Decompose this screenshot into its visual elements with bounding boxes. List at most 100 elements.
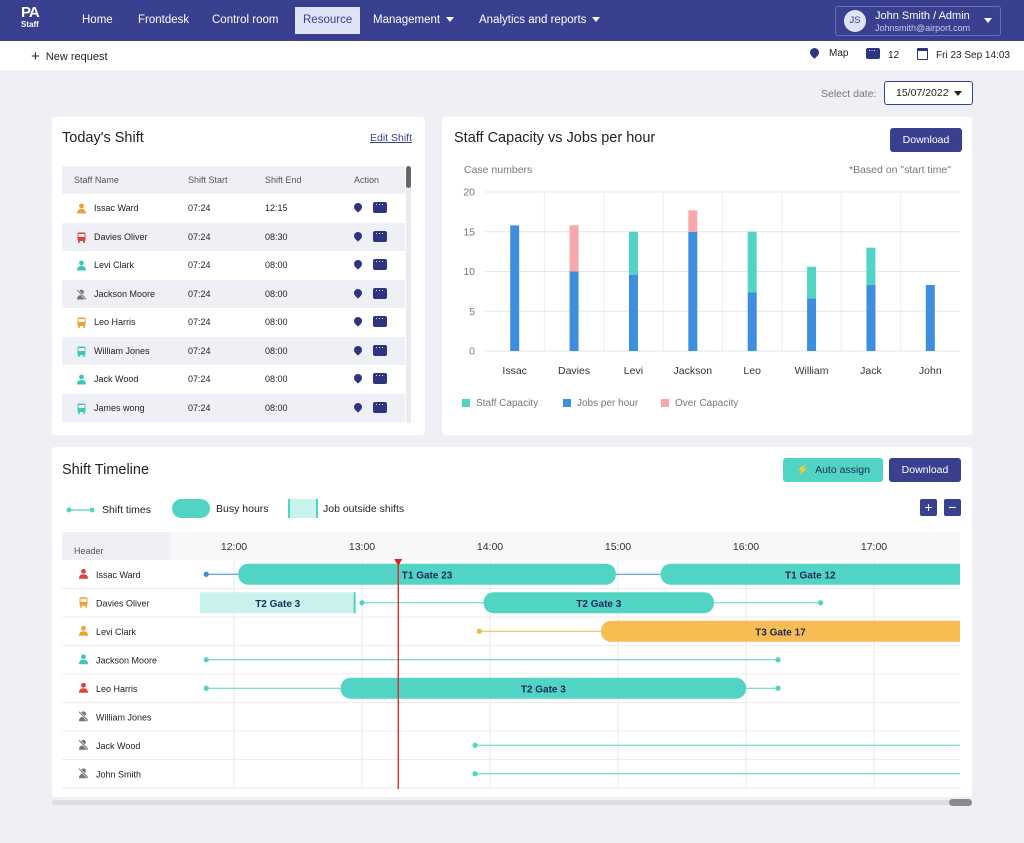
nav-home[interactable]: Home [74, 7, 121, 34]
x-tick-label: Davies [558, 365, 590, 377]
staff-name-cell: Levi Clark [94, 260, 135, 270]
shift-table: Staff Name Shift Start Shift End Action … [62, 166, 405, 422]
timeline-scrollbar[interactable] [52, 800, 972, 805]
capacity-card [442, 117, 972, 435]
messages-button[interactable]: 12 [866, 45, 899, 61]
zoom-out-button[interactable]: − [944, 499, 961, 516]
table-row[interactable]: Jack Wood 07:24 08:00 [62, 365, 405, 394]
timeline-scrollbar-thumb[interactable] [949, 799, 972, 806]
nav-analytics[interactable]: Analytics and reports [471, 7, 608, 34]
job-label: T1 Gate 23 [402, 570, 453, 581]
auto-assign-button[interactable]: ⚡ Auto assign [783, 458, 883, 482]
nav-frontdesk[interactable]: Frontdesk [130, 7, 197, 34]
map-pin-icon[interactable] [352, 315, 364, 327]
chat-icon[interactable] [373, 370, 387, 384]
shift-start-cell: 07:24 [188, 402, 211, 413]
map-pin-icon[interactable] [352, 201, 364, 213]
busy-hours-bar[interactable] [660, 563, 960, 585]
busy-hours-bar[interactable] [340, 677, 746, 699]
bar-jobs-per-hour [569, 271, 579, 351]
logo-mark: PA [21, 4, 40, 21]
bar-jobs-per-hour [747, 292, 757, 351]
bar-staff-capacity [747, 231, 757, 293]
map-pin-icon[interactable] [352, 229, 364, 242]
chat-icon[interactable] [373, 256, 387, 270]
shift-end-cell: 08:00 [265, 402, 288, 413]
chat-icon[interactable] [373, 342, 387, 356]
map-pin-icon[interactable] [352, 258, 364, 270]
zoom-in-button[interactable]: + [920, 499, 937, 516]
table-row[interactable]: William Jones 07:24 08:00 [62, 336, 405, 365]
map-label: Map [829, 48, 849, 59]
outside-shift-legend-label: Job outside shifts [323, 503, 405, 515]
capacity-download-button[interactable]: Download [890, 128, 962, 152]
timeline-download-button[interactable]: Download [889, 458, 961, 482]
chat-icon[interactable] [373, 228, 387, 242]
table-scrollbar-thumb[interactable] [406, 166, 411, 188]
sub-toolbar: + New request Map 12 Fri 23 Sep 14:03 [0, 41, 1024, 70]
hour-label: 15:00 [605, 541, 631, 553]
new-request-button[interactable]: + New request [31, 48, 108, 65]
map-button[interactable]: Map [808, 46, 849, 59]
avatar: JS [844, 10, 866, 32]
current-time-marker [394, 559, 403, 566]
timeline-header-cell [62, 532, 170, 560]
bar-staff-capacity [628, 231, 638, 275]
shift-rows: Issac Ward 07:24 12:15 Davies Oliver 07:24 08… [62, 194, 405, 422]
edit-shift-link[interactable]: Edit Shift [370, 132, 413, 144]
table-row[interactable]: Davies Oliver 07:24 08:30 [62, 222, 405, 251]
staff-name-cell: William Jones [94, 345, 150, 356]
table-row[interactable]: Levi Clark 07:24 08:00 [62, 251, 405, 280]
nav-resource-label: Resource [303, 14, 353, 26]
bar-staff-capacity [807, 266, 817, 299]
date-select-label: Select date: [821, 88, 877, 100]
shift-timeline-chart: Header 12:00 13:00 14:00 15:00 16:00 17:00 Issa… [62, 532, 960, 789]
calendar-icon [917, 48, 928, 60]
timeline-staff-name: William Jones [96, 712, 152, 722]
app-logo[interactable]: PA Staff [21, 4, 40, 30]
job-outside-shift-bar[interactable] [199, 592, 356, 614]
job-label: T3 Gate 17 [755, 627, 806, 638]
nav-management-label: Management [373, 14, 441, 26]
map-pin-icon[interactable] [352, 343, 364, 356]
shift-start-dot [203, 657, 209, 663]
datetime-display: Fri 23 Sep 14:03 [917, 48, 1010, 61]
map-pin-icon[interactable] [352, 372, 364, 384]
chat-icon[interactable] [373, 399, 387, 413]
date-select[interactable]: 15/07/2022 [884, 81, 973, 105]
busy-hours-bar[interactable] [600, 620, 960, 642]
table-scrollbar[interactable] [406, 166, 411, 423]
map-pin-icon[interactable] [352, 400, 364, 413]
staff-name-cell: Davies Oliver [94, 231, 148, 242]
hour-label: 16:00 [733, 541, 759, 553]
bar-jobs-per-hour [688, 231, 698, 351]
chat-icon [866, 45, 880, 59]
table-row[interactable]: Jackson Moore 07:24 08:00 [62, 279, 405, 308]
table-row[interactable]: Issac Ward 07:24 12:15 [62, 194, 405, 223]
table-row[interactable]: Leo Harris 07:24 08:00 [62, 308, 405, 337]
timeline-title: Shift Timeline [62, 462, 150, 478]
y-tick-label: 20 [463, 187, 475, 199]
busy-hours-legend-swatch [172, 499, 210, 518]
bus-icon [76, 232, 86, 243]
table-row[interactable]: James wong 07:24 08:00 [62, 393, 405, 422]
map-pin-icon[interactable] [352, 286, 364, 299]
person-icon [79, 568, 88, 579]
busy-hours-bar[interactable] [238, 563, 616, 585]
col-action: Action [354, 175, 380, 185]
user-menu[interactable]: JS John Smith / Admin Johnsmith@airport.… [835, 6, 1001, 36]
bus-icon [76, 346, 86, 357]
nav-home-label: Home [82, 14, 113, 26]
bus-icon [76, 317, 86, 328]
outside-shift-legend-swatch [288, 499, 318, 518]
lightning-icon: ⚡ [796, 464, 810, 476]
chat-icon[interactable] [373, 199, 387, 213]
chat-icon[interactable] [373, 285, 387, 299]
nav-control-room[interactable]: Control room [204, 7, 286, 34]
nav-resource[interactable]: Resource [295, 7, 361, 34]
chat-icon[interactable] [373, 313, 387, 327]
busy-hours-bar[interactable] [483, 592, 714, 614]
shift-start-cell: 07:24 [188, 288, 211, 299]
shift-start-dot [203, 571, 209, 577]
nav-management[interactable]: Management [365, 7, 462, 34]
